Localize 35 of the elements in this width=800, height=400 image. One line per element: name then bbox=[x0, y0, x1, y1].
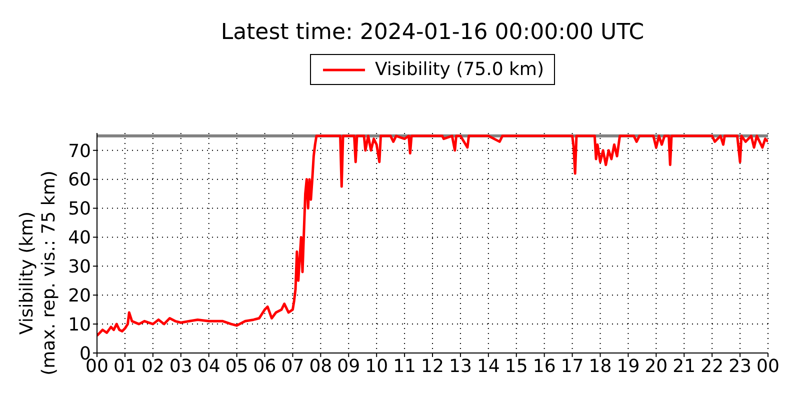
line-series bbox=[97, 134, 768, 337]
x-tick-label: 19 bbox=[616, 356, 640, 377]
y-tick-label: 70 bbox=[68, 140, 91, 162]
x-tick-label: 09 bbox=[337, 356, 360, 377]
x-tick-label: 14 bbox=[476, 356, 500, 377]
y-tick-label: 10 bbox=[68, 314, 91, 336]
x-tick-label: 21 bbox=[672, 356, 696, 377]
x-tick-label: 11 bbox=[393, 356, 416, 377]
x-tick-label: 07 bbox=[281, 356, 304, 377]
x-tick-label: 10 bbox=[365, 356, 388, 377]
x-tick-label: 15 bbox=[504, 356, 528, 377]
x-tick-label: 05 bbox=[225, 356, 248, 377]
y-tick-label: 20 bbox=[68, 285, 91, 306]
x-tick-label: 01 bbox=[114, 356, 136, 377]
chart-title: Latest time: 2024-01-16 00:00:00 UTC bbox=[220, 20, 646, 45]
x-tick-label: 08 bbox=[309, 356, 332, 377]
y-axis-title: Visibility (km) (max. rep. vis.: 75 km) bbox=[16, 170, 60, 376]
x-tick-label: 04 bbox=[197, 356, 220, 377]
x-tick-label: 22 bbox=[700, 356, 724, 377]
y-tick-label: 30 bbox=[68, 256, 91, 278]
x-tick-label: 06 bbox=[253, 356, 276, 377]
y-tick-label: 60 bbox=[68, 170, 91, 191]
x-tick-label: 23 bbox=[728, 356, 752, 377]
x-tick-label: 02 bbox=[141, 356, 164, 377]
y-tick-label: 40 bbox=[68, 228, 91, 249]
x-tick-label: 13 bbox=[449, 356, 472, 377]
legend-label: Visibility (75.0 km) bbox=[375, 59, 544, 80]
y-tick-label: 50 bbox=[68, 198, 91, 220]
x-tick-label: 20 bbox=[644, 356, 668, 377]
x-tick-label: 16 bbox=[532, 356, 556, 377]
x-tick-label: 03 bbox=[169, 356, 192, 377]
x-tick-label: 18 bbox=[588, 356, 612, 377]
x-tick-label: 12 bbox=[421, 356, 444, 377]
x-tick-label: 00 bbox=[756, 356, 780, 377]
x-tick-label: 17 bbox=[560, 356, 584, 377]
